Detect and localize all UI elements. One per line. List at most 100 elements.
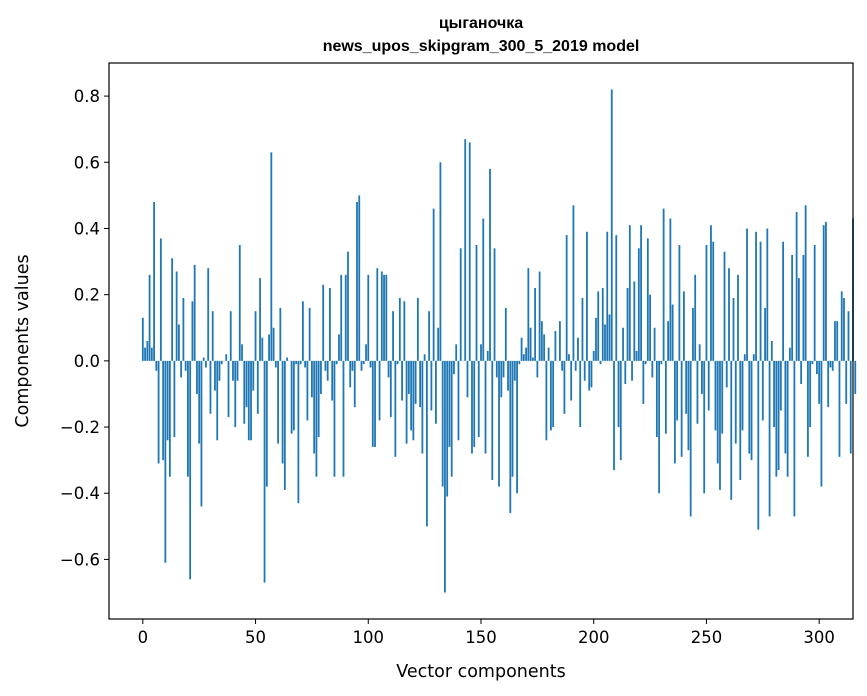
bar-282 bbox=[777, 360, 780, 471]
bar-76 bbox=[313, 360, 316, 454]
bar-116 bbox=[403, 301, 406, 361]
bar-39 bbox=[229, 311, 232, 361]
bar-45 bbox=[243, 360, 246, 424]
bar-95 bbox=[356, 202, 358, 361]
y-tick-label: −0.4 bbox=[60, 484, 100, 503]
bar-64 bbox=[286, 357, 289, 361]
bar-59 bbox=[274, 360, 277, 368]
bar-157 bbox=[495, 360, 498, 378]
bar-84 bbox=[331, 360, 334, 401]
bar-225 bbox=[649, 294, 651, 361]
bar-256 bbox=[719, 360, 721, 490]
bar-11 bbox=[166, 360, 169, 441]
bar-244 bbox=[692, 307, 694, 361]
bar-109 bbox=[387, 360, 390, 378]
bar-144 bbox=[466, 360, 469, 398]
bar-60 bbox=[277, 360, 279, 444]
bar-311 bbox=[843, 297, 845, 361]
bar-199 bbox=[590, 360, 593, 388]
bar-4 bbox=[150, 347, 153, 361]
bar-125 bbox=[423, 354, 426, 361]
chart-title: цыганочка bbox=[439, 15, 523, 32]
bar-122 bbox=[416, 297, 419, 361]
bar-179 bbox=[545, 360, 548, 441]
bar-237 bbox=[676, 360, 679, 421]
bar-160 bbox=[502, 360, 505, 378]
bar-231 bbox=[662, 208, 665, 361]
bar-230 bbox=[660, 360, 663, 365]
bar-284 bbox=[782, 241, 785, 361]
bar-190 bbox=[570, 360, 573, 401]
bar-120 bbox=[412, 360, 415, 441]
bar-303 bbox=[825, 221, 827, 361]
y-tick-label: −0.6 bbox=[60, 550, 100, 569]
bar-224 bbox=[646, 238, 649, 361]
chart-subtitle: news_upos_skipgram_300_5_2019 model bbox=[323, 38, 640, 55]
bar-279 bbox=[770, 341, 773, 361]
bar-130 bbox=[435, 360, 437, 424]
bar-298 bbox=[813, 245, 816, 361]
y-axis-label: Components values bbox=[13, 254, 33, 427]
bar-277 bbox=[766, 228, 769, 361]
bar-203 bbox=[599, 360, 602, 365]
bar-129 bbox=[432, 208, 435, 361]
bar-306 bbox=[831, 360, 834, 371]
bar-107 bbox=[383, 274, 385, 361]
bar-133 bbox=[441, 360, 444, 487]
bar-297 bbox=[811, 360, 814, 365]
x-axis-ticks: 0 50 100 150 200 250 300 bbox=[138, 619, 835, 647]
bar-132 bbox=[439, 162, 442, 361]
bar-272 bbox=[755, 231, 757, 361]
bar-278 bbox=[768, 360, 771, 517]
bar-267 bbox=[743, 354, 746, 361]
x-tick-label: 100 bbox=[353, 628, 385, 647]
bar-196 bbox=[583, 360, 586, 381]
bar-271 bbox=[752, 354, 755, 361]
bar-166 bbox=[516, 360, 518, 494]
bar-229 bbox=[658, 360, 661, 494]
bar-153 bbox=[486, 350, 489, 361]
bar-57 bbox=[270, 152, 273, 361]
x-tick-label: 200 bbox=[578, 628, 610, 647]
x-tick-label: 300 bbox=[803, 628, 835, 647]
bar-115 bbox=[401, 360, 403, 401]
bar-56 bbox=[268, 334, 270, 361]
bar-111 bbox=[392, 311, 394, 361]
bars-group bbox=[141, 89, 857, 593]
bar-158 bbox=[498, 360, 500, 487]
bar-195 bbox=[581, 297, 584, 361]
bar-299 bbox=[816, 360, 818, 375]
y-tick-label: 0.0 bbox=[74, 352, 100, 371]
bar-161 bbox=[504, 307, 507, 361]
x-tick-label: 50 bbox=[245, 628, 266, 647]
bar-232 bbox=[664, 360, 667, 434]
bar-32 bbox=[214, 360, 216, 391]
bar-47 bbox=[247, 360, 250, 441]
bar-119 bbox=[410, 360, 413, 431]
bar-293 bbox=[802, 254, 805, 361]
bar-88 bbox=[340, 274, 343, 361]
y-tick-label: 0.4 bbox=[74, 219, 100, 238]
bar-79 bbox=[320, 360, 322, 394]
bar-281 bbox=[775, 360, 778, 477]
bar-186 bbox=[561, 360, 564, 371]
bar-40 bbox=[232, 360, 234, 381]
bar-44 bbox=[241, 344, 243, 361]
bar-214 bbox=[624, 360, 627, 385]
bar-227 bbox=[653, 327, 656, 361]
bar-9 bbox=[162, 360, 165, 461]
bar-17 bbox=[180, 360, 183, 378]
bar-302 bbox=[822, 225, 825, 361]
bar-72 bbox=[304, 360, 307, 368]
bar-218 bbox=[633, 281, 636, 361]
bar-178 bbox=[543, 334, 546, 361]
bar-221 bbox=[640, 225, 642, 361]
bar-220 bbox=[637, 248, 640, 361]
bar-183 bbox=[554, 331, 557, 361]
bar-33 bbox=[216, 360, 219, 441]
bar-243 bbox=[689, 360, 692, 517]
bar-151 bbox=[482, 218, 485, 361]
bar-97 bbox=[360, 360, 363, 371]
bar-43 bbox=[238, 245, 241, 361]
bar-54 bbox=[263, 360, 266, 583]
